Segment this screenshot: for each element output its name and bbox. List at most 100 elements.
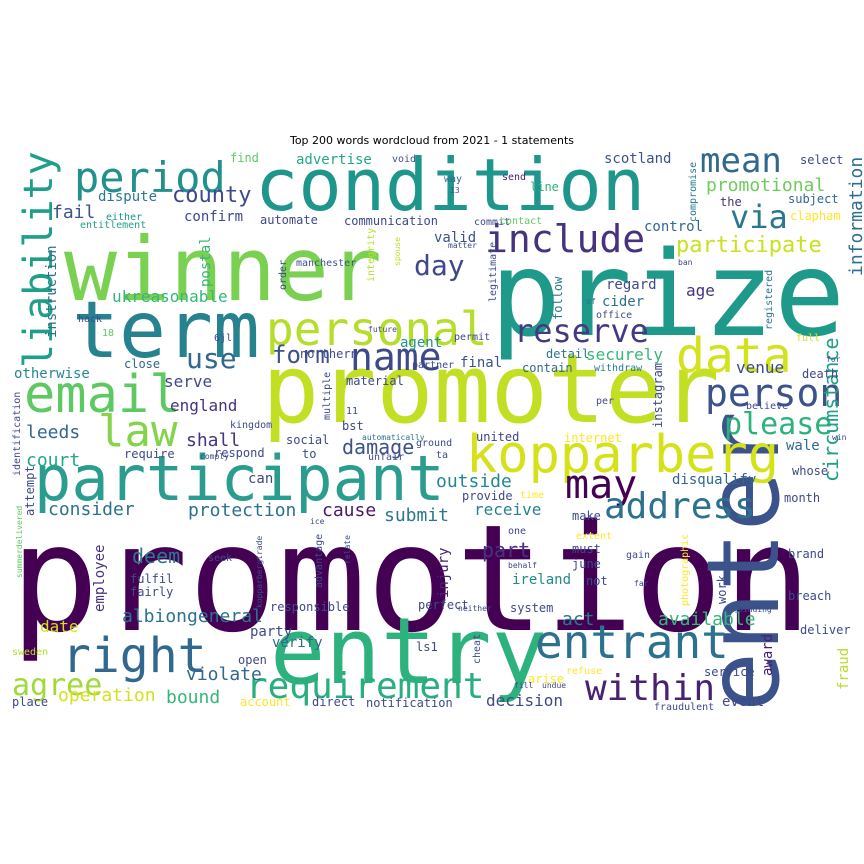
word-award: award <box>760 634 776 676</box>
word-far: far <box>634 579 649 588</box>
word-agent: agent <box>400 335 442 351</box>
word-promotion: promotion <box>10 493 812 665</box>
chart-title: Top 200 words wordcloud from 2021 - 1 st… <box>289 134 575 147</box>
word-summerdelivered: summerdelivered <box>15 506 24 578</box>
word-data: data <box>676 328 792 384</box>
word-either: either <box>106 212 142 223</box>
word-entrant: entrant <box>535 615 729 669</box>
word-participant: participant <box>34 442 445 515</box>
word-protection: protection <box>188 500 296 521</box>
word-address: address <box>604 486 756 527</box>
word-extent: extent <box>576 531 612 542</box>
word-place: place <box>12 695 48 709</box>
word-control: control <box>644 219 703 235</box>
word-county: county <box>172 183 251 208</box>
word-scotland: scotland <box>604 151 671 167</box>
word-13: 13 <box>450 186 460 195</box>
word-kingdom: kingdom <box>230 420 272 431</box>
word-operation: operation <box>58 685 156 706</box>
word-identification: identification <box>12 392 23 476</box>
word-close: close <box>124 357 160 371</box>
word-contain: contain <box>522 361 573 375</box>
word-information: information <box>846 157 864 276</box>
word-6jl: 6jl <box>214 333 232 344</box>
word-automatically: automatically <box>362 433 425 442</box>
word-condition: condition <box>255 143 645 227</box>
word-to: to <box>302 447 316 461</box>
word-may: may <box>565 462 637 508</box>
word-receive: receive <box>474 500 541 519</box>
word-right: right <box>62 628 207 684</box>
word-ta: ta <box>436 450 448 461</box>
word-registered: registered <box>764 270 775 330</box>
word-perfect: perfect <box>418 598 469 612</box>
word-promotional: promotional <box>706 175 825 196</box>
word-account: account <box>240 695 291 709</box>
word-period: period <box>74 153 226 202</box>
word-ice: ice <box>310 517 325 526</box>
word-fairly: fairly <box>130 585 173 599</box>
word-northern: northern <box>300 347 358 361</box>
word-shall: shall <box>186 430 240 451</box>
word-employee: employee <box>92 545 108 612</box>
word-reserve: reserve <box>514 312 649 350</box>
word-provide: provide <box>462 489 513 503</box>
word-albiongeneral: albiongeneral <box>122 606 263 627</box>
word-undue: undue <box>542 681 566 690</box>
word-relate: relate <box>343 535 352 564</box>
word-entry: entry <box>270 598 547 705</box>
word-name: name <box>350 335 442 379</box>
word-of: of <box>586 297 596 306</box>
word-void: void <box>392 154 416 165</box>
word-include: include <box>485 217 645 261</box>
word-behalf: behalf <box>508 561 537 570</box>
word-future: future <box>368 325 397 334</box>
word-via: via <box>730 198 788 236</box>
word-gain: gain <box>626 550 650 561</box>
word-neither: neither <box>458 604 492 613</box>
word-damage: damage <box>342 435 414 459</box>
word-hack: hack <box>78 314 102 325</box>
word-the: the <box>720 195 742 209</box>
word-subject: subject <box>788 192 839 206</box>
word-manchester: manchester <box>296 258 356 269</box>
word-compromise: compromise <box>688 162 699 222</box>
word-send: send <box>502 172 526 183</box>
word-person: person <box>705 371 842 415</box>
word-participate: participate <box>676 233 822 258</box>
word-within: within <box>585 668 715 709</box>
word-postal: postal <box>198 236 214 287</box>
word-entitlement: entitlement <box>80 220 146 231</box>
word-ban: ban <box>678 258 693 267</box>
word-material: material <box>346 374 404 388</box>
word-mean: mean <box>700 141 782 181</box>
word-advertise: advertise <box>296 152 372 168</box>
word-spouse: spouse <box>393 237 402 266</box>
word-whose: whose <box>792 464 828 478</box>
word-fill: fill <box>514 681 533 690</box>
word-winner: winner <box>64 218 382 321</box>
word-kopparbergtrade: kopparbergtrade <box>255 536 264 608</box>
word-consider: consider <box>48 499 135 520</box>
word-office: office <box>596 310 632 321</box>
word-arise: arise <box>528 672 564 686</box>
word-win: win <box>832 433 847 442</box>
word-dispute: dispute <box>98 189 157 205</box>
word-date: date <box>40 617 79 636</box>
word-fail: fail <box>52 202 95 223</box>
word-injury: injury <box>436 547 452 598</box>
word-system: system <box>510 601 553 615</box>
word-venue: venue <box>736 358 784 377</box>
word-service: service <box>704 665 755 679</box>
word-act: act <box>562 609 595 630</box>
word-promoter: promoter <box>262 335 720 445</box>
word-time: time <box>520 490 544 501</box>
word-photographic: photographic <box>680 534 691 606</box>
word-email: email <box>24 365 181 425</box>
word-require: require <box>124 447 175 461</box>
word-for: for <box>826 355 841 364</box>
word-seek: seek <box>208 553 232 564</box>
word-believe: believe <box>746 401 788 412</box>
word-multiple: multiple <box>322 372 333 420</box>
word-violate: violate <box>186 664 262 685</box>
